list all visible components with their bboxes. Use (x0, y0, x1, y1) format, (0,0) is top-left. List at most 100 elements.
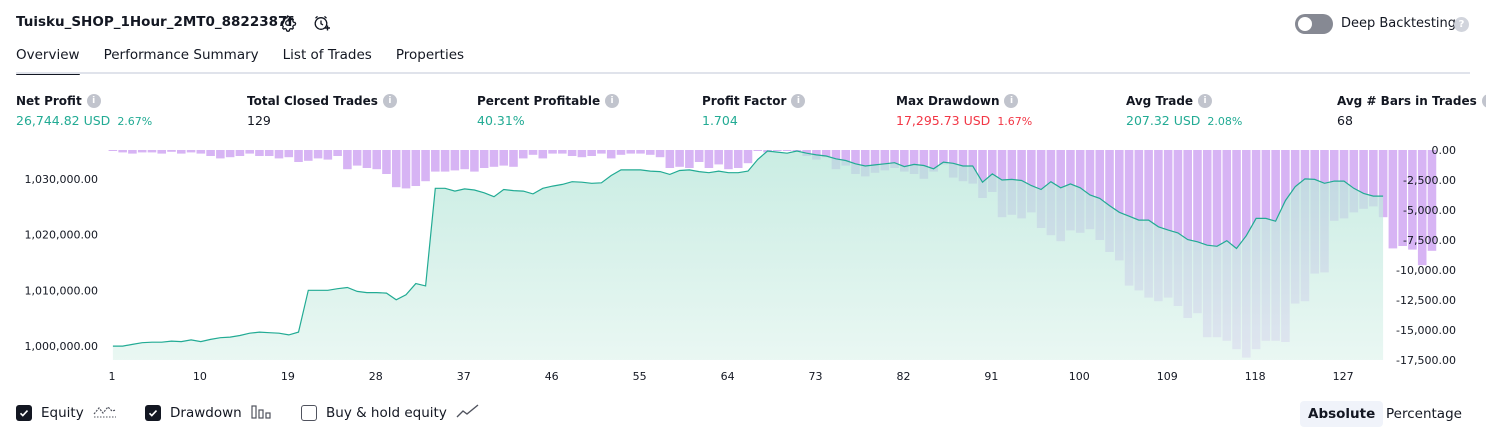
metric-total-closed-trades: Total Closed Trades i 129 (247, 94, 397, 128)
drawdown-bar (245, 150, 254, 154)
drawdown-bar (108, 150, 118, 151)
legend-equity[interactable]: Equity (16, 403, 117, 423)
buy-hold-checkbox[interactable] (301, 405, 317, 421)
add-alert-icon[interactable] (311, 12, 333, 34)
drawdown-bar (704, 150, 714, 168)
x-axis-tick: 64 (721, 370, 735, 383)
drawdown-bar (646, 150, 655, 155)
metric-avg-bars: Avg # Bars in Trades i 68 (1337, 94, 1486, 128)
info-icon[interactable]: i (605, 94, 620, 108)
drawdown-bar (528, 150, 538, 155)
settings-icon[interactable] (277, 12, 299, 34)
info-icon[interactable]: i (382, 94, 397, 108)
tab-overview[interactable]: Overview (16, 47, 80, 75)
drawdown-checkbox[interactable] (145, 405, 161, 421)
drawdown-bar (518, 150, 528, 159)
drawdown-bar (606, 150, 616, 159)
left-axis-tick: 1,010,000.00 (25, 284, 98, 297)
tab-performance-summary[interactable]: Performance Summary (103, 47, 259, 63)
scale-percentage-button[interactable]: Percentage (1386, 406, 1462, 422)
equity-line-icon (93, 403, 117, 423)
drawdown-bars-icon (251, 403, 273, 423)
drawdown-bar (841, 150, 850, 166)
info-icon[interactable]: i (1198, 94, 1213, 108)
drawdown-bar (909, 150, 919, 174)
deep-backtesting-toggle[interactable] (1295, 14, 1333, 34)
metric-percent-profitable: Percent Profitable i 40.31% (477, 94, 620, 128)
toggle-knob (1298, 17, 1312, 31)
drawdown-bar (773, 150, 782, 151)
drawdown-bar (1193, 150, 1202, 314)
drawdown-bar (391, 150, 401, 188)
left-axis-tick: 1,000,000.00 (25, 340, 98, 353)
drawdown-bar (186, 150, 196, 153)
metric-profit-factor: Profit Factor i 1.704 (702, 94, 806, 128)
info-icon[interactable]: i (791, 94, 806, 108)
equity-checkbox[interactable] (16, 405, 32, 421)
drawdown-bar (1417, 150, 1427, 266)
right-axis-tick: -15,000.00 (1396, 324, 1456, 337)
tab-properties[interactable]: Properties (395, 47, 465, 63)
drawdown-bar (851, 150, 860, 174)
drawdown-bar (753, 150, 763, 151)
legend-drawdown[interactable]: Drawdown (145, 403, 273, 423)
drawdown-bar (118, 150, 127, 153)
drawdown-bar (577, 150, 587, 158)
drawdown-bar (860, 150, 870, 177)
drawdown-bar (1154, 150, 1163, 302)
drawdown-bar (1427, 150, 1437, 251)
drawdown-bar (137, 150, 147, 153)
drawdown-bar (255, 150, 264, 156)
right-axis-tick: 0.00 (1432, 144, 1457, 157)
info-icon[interactable]: i (1004, 94, 1019, 108)
scale-absolute-button[interactable]: Absolute (1300, 401, 1384, 427)
drawdown-bar (372, 150, 381, 170)
drawdown-bar (1173, 150, 1183, 306)
drawdown-bar (558, 150, 567, 154)
drawdown-bar (675, 150, 684, 167)
metric-label: Max Drawdown (896, 94, 1000, 108)
legend-buy-hold[interactable]: Buy & hold equity (301, 403, 480, 423)
metric-value: 1.704 (702, 113, 738, 128)
help-icon[interactable]: ? (1454, 17, 1469, 32)
drawdown-bar (1115, 150, 1124, 261)
drawdown-bar (567, 150, 577, 156)
drawdown-bar (216, 150, 225, 159)
info-icon[interactable]: i (1481, 94, 1486, 108)
drawdown-bar (782, 150, 792, 151)
drawdown-bar (450, 150, 460, 171)
metric-percent: 1.67% (997, 115, 1033, 128)
info-icon[interactable]: i (86, 94, 101, 108)
drawdown-bar (597, 150, 606, 154)
drawdown-bar (401, 150, 411, 189)
drawdown-bar (1359, 150, 1368, 209)
drawdown-bar (919, 150, 929, 179)
x-axis-tick: 37 (457, 370, 471, 383)
drawdown-bar (929, 150, 938, 172)
drawdown-bar (1202, 150, 1212, 338)
drawdown-bar (1212, 150, 1222, 338)
equity-area (112, 151, 1384, 360)
drawdown-bar (1369, 150, 1378, 207)
drawdown-bar (352, 150, 362, 166)
drawdown-bar (167, 150, 176, 152)
drawdown-bar (987, 150, 997, 192)
drawdown-bar (479, 150, 489, 168)
drawdown-bar (460, 150, 469, 170)
x-axis-tick: 100 (1069, 370, 1090, 383)
drawdown-bar (470, 150, 479, 172)
drawdown-bar (323, 150, 333, 160)
metric-max-drawdown: Max Drawdown i 17,295.73 USD 1.67% (896, 94, 1032, 128)
left-axis-tick: 1,020,000.00 (25, 229, 98, 242)
drawdown-bar (235, 150, 245, 156)
drawdown-bar (548, 150, 557, 154)
metric-net-profit: Net Profit i 26,744.82 USD 2.67% (16, 94, 152, 128)
tab-list-of-trades[interactable]: List of Trades (282, 47, 372, 63)
drawdown-bar (196, 150, 206, 154)
right-axis: 0.00 -2,500.00 -5,000.00 -7,500.00 -10,000.0… (1396, 144, 1456, 367)
metric-value: 26,744.82 USD (16, 113, 111, 128)
drawdown-bar (313, 150, 323, 159)
equity-drawdown-chart[interactable]: 1,030,000.00 1,020,000.00 1,010,000.00 1,00… (0, 140, 1486, 396)
drawdown-bar (694, 150, 704, 162)
drawdown-bar (274, 150, 284, 159)
